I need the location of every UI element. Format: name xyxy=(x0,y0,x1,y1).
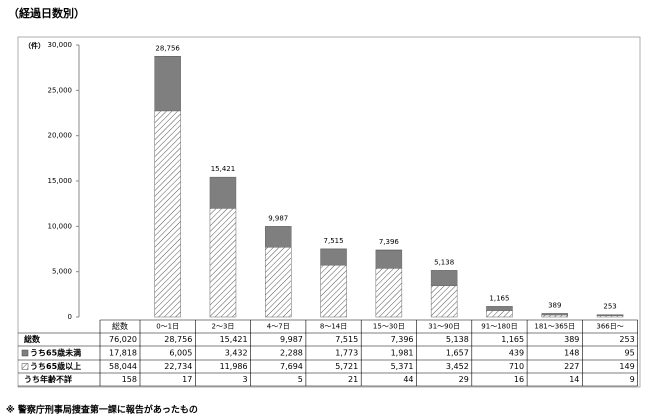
bar-segment xyxy=(486,306,513,311)
table-cell: 9 xyxy=(630,375,635,384)
column-header: 総数 xyxy=(112,321,128,331)
y-tick-label: 30,000 xyxy=(48,41,73,49)
table-cell: 3,432 xyxy=(225,349,248,358)
bar-segment xyxy=(154,56,181,112)
column-header: 0～1日 xyxy=(156,323,179,331)
column-header: 91～180日 xyxy=(481,323,517,331)
frame xyxy=(17,36,641,388)
bar-segment xyxy=(430,270,458,286)
column-header: 31～90日 xyxy=(428,323,460,331)
table-cell: 5 xyxy=(298,375,303,384)
table-cell: 2,288 xyxy=(280,349,303,358)
table-cell: 439 xyxy=(509,349,524,358)
table-cell: 11,986 xyxy=(220,362,248,371)
bar-segment xyxy=(375,250,403,269)
bar-segment xyxy=(320,264,347,318)
bar-total-label: 7,515 xyxy=(324,237,344,245)
y-tick-label: 25,000 xyxy=(48,86,73,94)
column-header: 8～14日 xyxy=(320,323,347,331)
table-cell: 5,721 xyxy=(335,362,358,371)
table-cell: 44 xyxy=(403,375,413,384)
y-tick-label: 10,000 xyxy=(48,222,73,230)
table-cell: 227 xyxy=(564,362,579,371)
bar-segment xyxy=(486,310,513,318)
bar-total-label: 7,396 xyxy=(379,238,400,246)
legend-swatch xyxy=(21,363,29,370)
table-cell: 76,020 xyxy=(109,335,137,344)
bar-segment xyxy=(209,208,237,318)
y-tick-label: 0 xyxy=(68,313,72,321)
footnote: ※ 警察庁刑事局捜査第一課に報告があったもの xyxy=(6,404,198,416)
table-cell: 9,987 xyxy=(280,335,303,344)
bar-segment xyxy=(375,268,403,318)
table-cell: 5,138 xyxy=(446,335,469,344)
table-cell: 253 xyxy=(619,335,634,344)
table-cell: 158 xyxy=(122,375,137,384)
bar-total-label: 9,987 xyxy=(268,214,288,222)
table-cell: 95 xyxy=(625,349,635,358)
bar-segment xyxy=(430,285,458,318)
bar-total-label: 1,165 xyxy=(489,294,509,302)
table-cell: 14 xyxy=(569,375,579,384)
y-unit: （件） xyxy=(24,41,45,50)
row-header: 総数 xyxy=(24,334,41,344)
table-cell: 3,452 xyxy=(446,362,469,371)
table-cell: 22,734 xyxy=(164,362,192,371)
column-header: 181～365日 xyxy=(534,323,575,331)
table-cell: 16 xyxy=(514,375,524,384)
column-header: 4～7日 xyxy=(267,323,290,331)
row-header: うち65歳未満 xyxy=(30,348,81,358)
y-tick-label: 5,000 xyxy=(52,268,72,276)
table-cell: 7,515 xyxy=(335,335,358,344)
bar-total-label: 389 xyxy=(548,301,561,309)
y-tick-label: 20,000 xyxy=(48,132,73,140)
column-header: 15～30日 xyxy=(373,323,405,331)
table-cell: 149 xyxy=(619,362,634,371)
column-header: 366日～ xyxy=(596,323,623,331)
table-cell: 3 xyxy=(243,375,248,384)
table-cell: 1,165 xyxy=(501,335,524,344)
column-header: 2～3日 xyxy=(211,323,234,331)
bar-segment xyxy=(209,176,237,209)
table-cell: 710 xyxy=(509,362,524,371)
bar-segment xyxy=(320,248,347,266)
table-cell: 1,657 xyxy=(446,349,469,358)
row-header: うち年齢不詳 xyxy=(24,374,72,384)
table-cell: 5,371 xyxy=(391,362,414,371)
title: （経過日数別） xyxy=(8,6,85,20)
bar-segment xyxy=(265,226,292,248)
y-tick-label: 15,000 xyxy=(48,177,73,185)
bar-total-label: 28,756 xyxy=(155,44,180,52)
row-header: うち65歳以上 xyxy=(30,361,81,371)
table-cell: 28,756 xyxy=(164,335,192,344)
table-cell: 6,005 xyxy=(169,349,192,358)
table-cell: 1,981 xyxy=(391,349,414,358)
table-cell: 58,044 xyxy=(109,362,137,371)
bar-total-label: 253 xyxy=(603,303,616,311)
bar-segment xyxy=(265,246,292,318)
bar-segment xyxy=(541,314,568,318)
table-cell: 17,818 xyxy=(109,349,137,358)
bar-segment xyxy=(154,110,181,318)
table-cell: 17 xyxy=(182,375,192,384)
table-cell: 148 xyxy=(564,349,579,358)
table-cell: 1,773 xyxy=(335,349,358,358)
bar-total-label: 15,421 xyxy=(211,165,236,173)
legend-swatch xyxy=(21,349,29,357)
table-cell: 29 xyxy=(459,375,469,384)
table-cell: 7,694 xyxy=(280,362,303,371)
table-cell: 21 xyxy=(348,375,358,384)
table-cell: 15,421 xyxy=(220,335,248,344)
bar-total-label: 5,138 xyxy=(434,258,454,266)
table-cell: 389 xyxy=(564,335,579,344)
table-cell: 7,396 xyxy=(391,335,414,344)
